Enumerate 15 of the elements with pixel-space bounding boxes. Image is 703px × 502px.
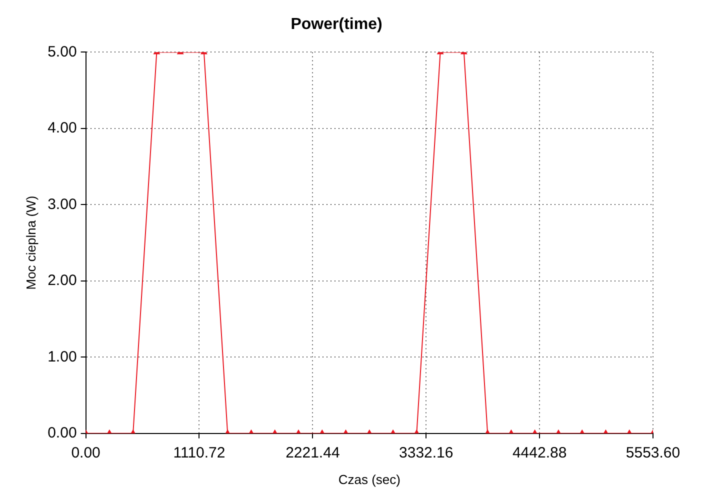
- x-tick-label: 3332.16: [399, 444, 454, 462]
- y-tick-label: 3.00: [48, 196, 77, 213]
- y-tick-label: 2.00: [48, 272, 77, 290]
- x-tick-label: 5553.60: [626, 444, 680, 462]
- x-tick-label: 0.00: [71, 444, 100, 462]
- y-tick-label: 0.00: [48, 424, 77, 442]
- x-tick-label: 1110.72: [173, 444, 226, 462]
- x-axis-title: Czas (sec): [338, 472, 400, 487]
- x-tick-label: 2221.44: [286, 444, 340, 462]
- x-tick-label: 4442.88: [512, 444, 567, 462]
- chart-title: Power(time): [290, 16, 382, 34]
- y-tick-label: 5.00: [48, 43, 77, 60]
- y-tick-label: 4.00: [48, 120, 77, 137]
- y-axis-title: Moc cieplna (W): [23, 196, 38, 290]
- y-tick-label: 1.00: [48, 348, 77, 366]
